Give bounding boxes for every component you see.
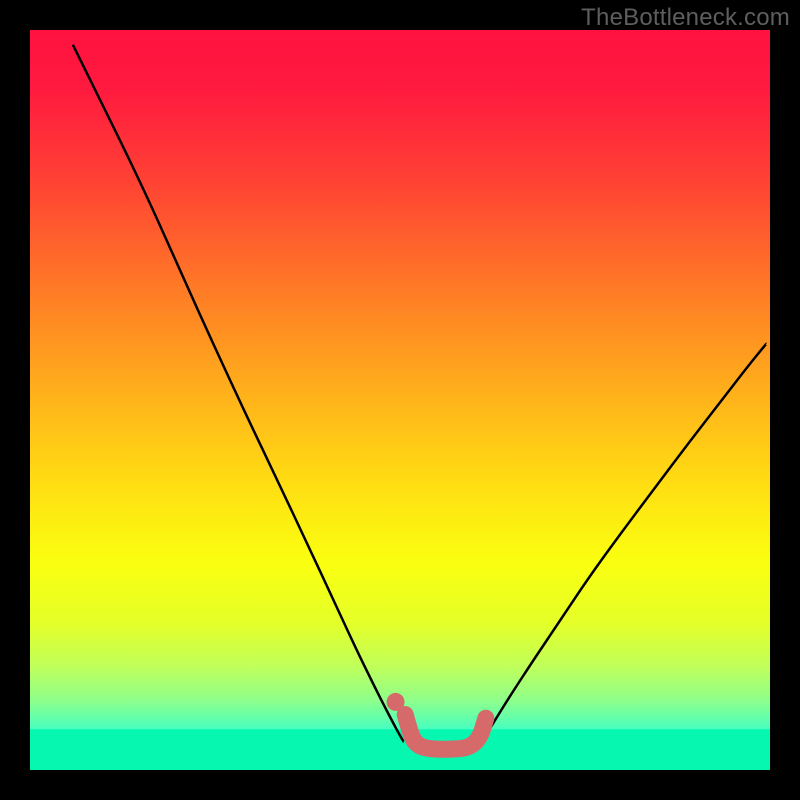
bottleneck-chart: TheBottleneck.com [0,0,800,800]
sweet-spot-dot [387,693,405,711]
chart-svg [0,0,800,800]
watermark-text: TheBottleneck.com [581,4,790,32]
chart-background-gradient [30,30,770,770]
